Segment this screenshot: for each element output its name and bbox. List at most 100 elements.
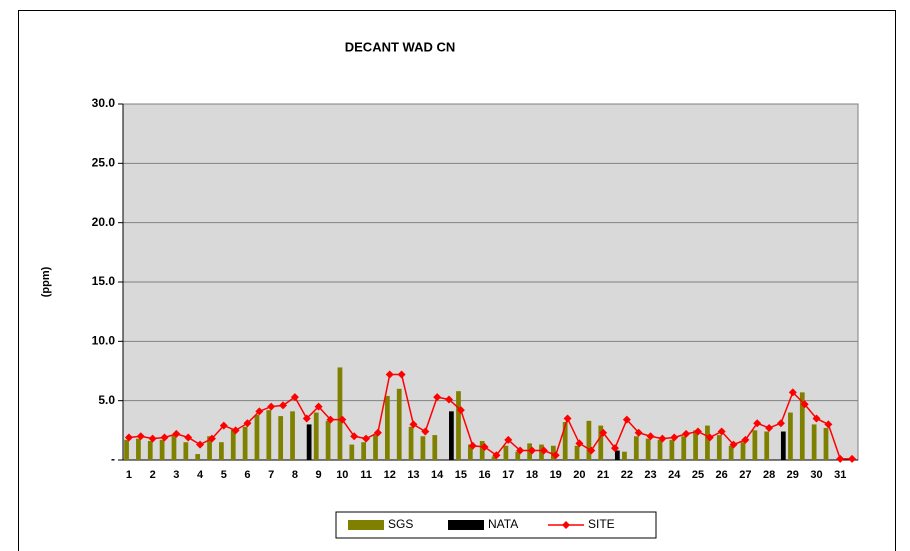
bar [325, 420, 331, 460]
marker [373, 428, 382, 437]
bar [799, 392, 805, 460]
y-tick-label: 25.0 [92, 156, 116, 170]
marker [314, 402, 323, 411]
bar [633, 436, 639, 460]
bar [788, 412, 793, 460]
bar [306, 424, 312, 460]
bar [681, 436, 687, 460]
bar [645, 438, 651, 460]
bar [449, 411, 454, 460]
marker [634, 428, 643, 437]
x-tick-label: 29 [787, 469, 799, 481]
bar [159, 439, 165, 460]
x-tick-label: 13 [407, 469, 419, 481]
marker [812, 414, 821, 423]
marker [290, 393, 299, 402]
marker [539, 446, 548, 455]
marker [433, 393, 442, 402]
marker [255, 407, 264, 416]
marker [445, 395, 454, 404]
x-tick-label: 25 [692, 469, 704, 481]
bar [171, 435, 177, 460]
bar [254, 414, 260, 460]
x-tick-label: 16 [478, 469, 490, 481]
marker [136, 432, 145, 441]
marker [492, 451, 501, 460]
x-tick-label: 20 [573, 469, 585, 481]
bar [598, 425, 604, 460]
bar [456, 391, 461, 460]
chart-title: DECANT WAD CN [345, 39, 456, 54]
marker [196, 440, 205, 449]
marker [824, 420, 833, 429]
marker [302, 414, 311, 423]
x-tick-label: 1 [126, 469, 132, 481]
x-tick-label: 9 [316, 469, 322, 481]
bar [313, 412, 319, 460]
marker [421, 427, 430, 436]
marker [160, 433, 169, 442]
bar [242, 426, 248, 460]
x-tick-label: 27 [739, 469, 751, 481]
legend [335, 511, 657, 539]
x-tick-label: 5 [221, 469, 227, 481]
x-tick-label: 4 [197, 469, 204, 481]
bar [207, 436, 212, 460]
marker [456, 406, 465, 415]
y-tick-label: 15.0 [92, 274, 116, 288]
marker [800, 400, 809, 409]
bar [337, 367, 343, 460]
bar [136, 438, 141, 460]
marker [409, 420, 418, 429]
x-tick-label: 11 [360, 469, 372, 481]
y-tick-label: 30.0 [92, 96, 116, 110]
marker [551, 451, 560, 460]
marker [658, 434, 667, 443]
x-tick-label: 17 [502, 469, 514, 481]
bar [373, 435, 378, 460]
bar [479, 441, 485, 460]
marker [575, 439, 584, 448]
bar [219, 442, 224, 460]
bar [669, 439, 675, 460]
marker [670, 433, 679, 442]
bar [420, 436, 426, 460]
bar [764, 431, 770, 460]
marker [776, 419, 785, 428]
bar [195, 454, 201, 460]
x-tick-label: 26 [716, 469, 728, 481]
marker [836, 454, 845, 463]
marker [729, 440, 738, 449]
bar [467, 444, 473, 460]
marker [682, 429, 691, 438]
bar [396, 388, 402, 460]
marker [504, 435, 513, 444]
marker [338, 415, 347, 424]
marker [788, 388, 797, 397]
marker [219, 421, 228, 430]
y-tick-label: 10.0 [92, 334, 116, 348]
x-tick-label: 31 [834, 469, 846, 481]
bar [705, 425, 710, 460]
marker [516, 446, 525, 455]
marker [124, 433, 133, 442]
bar [693, 430, 698, 460]
bar [230, 429, 236, 460]
marker [848, 454, 857, 463]
legend-label: SGS [388, 517, 413, 531]
y-axis-label: (ppm) [40, 266, 52, 297]
bar [266, 410, 272, 460]
bar [361, 442, 367, 460]
y-tick-label: 20.0 [92, 215, 116, 229]
marker [563, 414, 572, 423]
bar [384, 395, 390, 460]
x-tick-label: 7 [268, 469, 274, 481]
bar [515, 451, 521, 460]
bar [622, 451, 627, 460]
marker [610, 444, 619, 453]
marker [527, 446, 536, 455]
marker [385, 370, 394, 379]
x-tick-label: 30 [810, 469, 822, 481]
bar [183, 442, 189, 460]
